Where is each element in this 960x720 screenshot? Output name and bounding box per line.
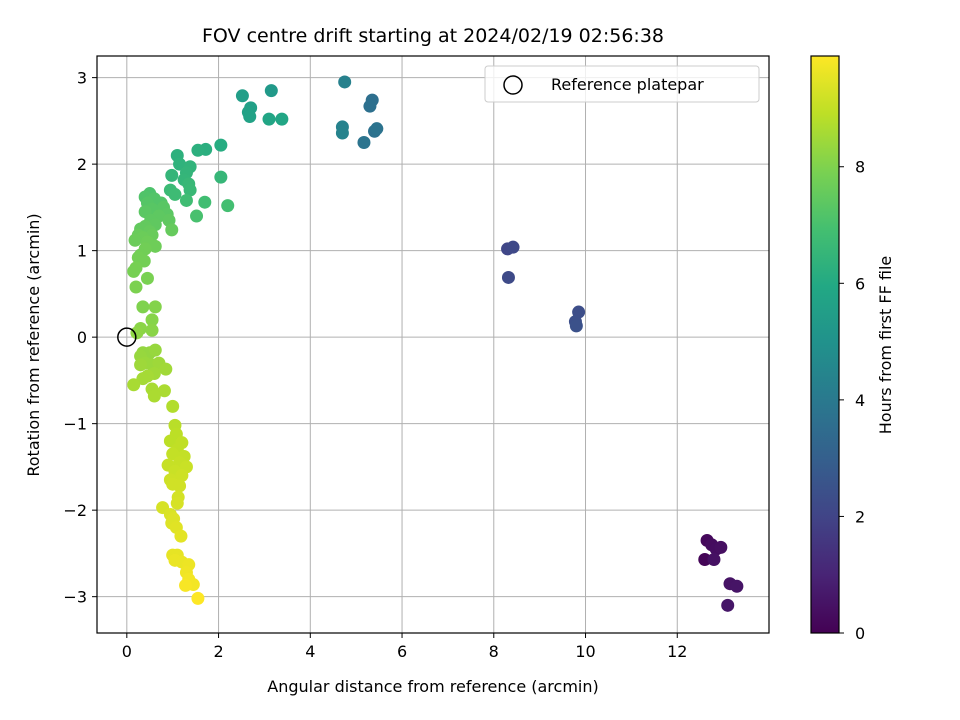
colorbar-gradient	[810, 55, 840, 634]
data-point	[262, 112, 276, 126]
data-point	[136, 300, 150, 314]
data-point	[165, 168, 179, 182]
data-point	[501, 270, 515, 284]
x-tick-label: 4	[305, 642, 315, 661]
legend-label: Reference platepar	[551, 75, 704, 94]
x-tick-label: 6	[397, 642, 407, 661]
data-point	[338, 75, 352, 89]
colorbar-tick-label: 8	[855, 158, 865, 177]
data-point	[179, 193, 193, 207]
data-point	[173, 479, 187, 493]
grid	[97, 56, 769, 633]
data-point	[148, 239, 162, 253]
data-point	[166, 399, 180, 413]
colorbar-label: Hours from first FF file	[876, 256, 895, 435]
data-point	[145, 323, 159, 337]
data-point	[569, 319, 583, 333]
data-point	[198, 195, 212, 209]
data-point	[157, 384, 171, 398]
data-point	[214, 170, 228, 184]
data-point	[243, 110, 257, 124]
data-point	[183, 183, 197, 197]
data-point	[168, 187, 182, 201]
reference-marker	[117, 327, 137, 347]
x-tick-label: 0	[122, 642, 132, 661]
data-point	[163, 434, 177, 448]
data-point	[707, 552, 721, 566]
data-point	[148, 300, 162, 314]
colorbar-tick-label: 0	[855, 624, 865, 643]
y-tick-label: 1	[77, 242, 87, 261]
y-tick-label: −3	[63, 588, 87, 607]
data-point	[214, 138, 228, 152]
data-point	[730, 579, 744, 593]
data-point	[179, 578, 193, 592]
colorbar-tick-label: 2	[855, 507, 865, 526]
data-point	[335, 126, 349, 140]
data-point	[363, 99, 377, 113]
data-point	[698, 552, 712, 566]
y-tick-label: −1	[63, 415, 87, 434]
x-axis-label: Angular distance from reference (arcmin)	[267, 677, 598, 696]
colorbar-tick-label: 6	[855, 274, 865, 293]
data-point	[173, 157, 187, 171]
data-point	[127, 378, 141, 392]
x-tick-label: 12	[667, 642, 687, 661]
x-tick-label: 8	[489, 642, 499, 661]
data-point	[190, 209, 204, 223]
data-point	[721, 598, 735, 612]
y-tick-label: 2	[77, 155, 87, 174]
data-point	[170, 496, 184, 510]
data-point	[357, 136, 371, 150]
x-tick-label: 10	[575, 642, 595, 661]
data-point	[191, 143, 205, 157]
data-point	[147, 389, 161, 403]
data-point	[136, 372, 150, 386]
y-axis-label: Rotation from reference (arcmin)	[24, 213, 43, 476]
y-tick-label: 3	[77, 69, 87, 88]
data-point	[134, 358, 148, 372]
data-point	[145, 313, 159, 327]
y-axis: −3 −2 −1 0 1 2 3	[63, 69, 97, 607]
data-point	[370, 122, 384, 136]
chart-title: FOV centre drift starting at 2024/02/19 …	[202, 25, 664, 47]
data-point	[191, 591, 205, 605]
legend-marker	[503, 75, 523, 95]
data-point	[235, 89, 249, 103]
data-point	[165, 223, 179, 237]
y-tick-label: 0	[77, 328, 87, 347]
data-point	[127, 264, 141, 278]
data-point	[264, 84, 278, 98]
data-point	[275, 112, 289, 126]
data-point	[140, 271, 154, 285]
data-point	[128, 233, 142, 247]
data-point	[130, 326, 144, 340]
data-points	[127, 75, 744, 612]
colorbar-tick-label: 4	[855, 391, 865, 410]
x-tick-label: 2	[213, 642, 223, 661]
y-tick-label: −2	[63, 501, 87, 520]
data-point	[506, 240, 520, 254]
x-axis: 0 2 4 6 8 10 12	[122, 633, 687, 661]
legend: Reference platepar	[484, 65, 760, 103]
plot-frame	[96, 55, 770, 634]
data-point	[166, 447, 180, 461]
data-point	[129, 280, 143, 294]
colorbar: 0 2 4 6 8 Hours from first FF file	[810, 55, 895, 643]
colorbar-ticks: 0 2 4 6 8	[839, 158, 865, 643]
data-point	[221, 199, 235, 213]
data-point	[175, 469, 189, 483]
data-point	[148, 343, 162, 357]
data-point	[174, 529, 188, 543]
legend-box	[484, 65, 760, 103]
data-point	[159, 362, 173, 376]
data-point	[714, 540, 728, 554]
